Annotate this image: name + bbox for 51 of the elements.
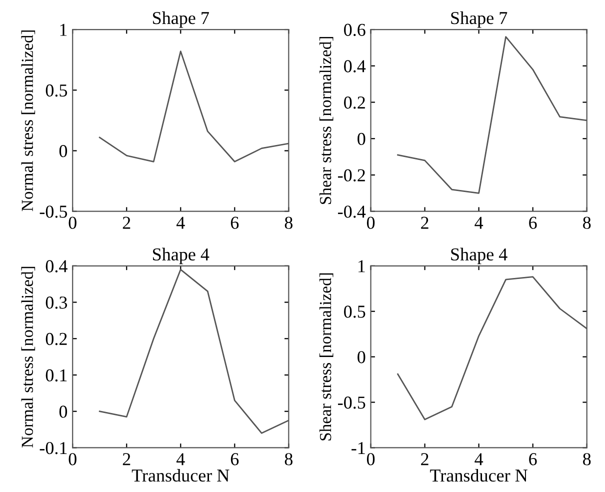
x-tick-label: 4 — [474, 453, 484, 466]
y-tick-label: 0.2 — [344, 96, 365, 109]
y-axis-title: Normal stress [normalized] — [21, 266, 36, 448]
y-tick-label: 0.5 — [344, 306, 366, 318]
chart-title: Shape 7 — [451, 11, 508, 28]
x-tick-label: 2 — [421, 453, 428, 466]
y-tick-label: 0.6 — [344, 24, 366, 36]
x-tick-label: 8 — [583, 453, 591, 466]
y-tick-label: -0.5 — [338, 396, 366, 409]
y-tick-label: 0.1 — [46, 369, 67, 382]
y-tick-label: 1 — [358, 260, 365, 272]
y-axis-title: Normal stress [normalized] — [21, 30, 36, 212]
x-tick-label: 4 — [176, 453, 185, 466]
y-tick-label: -1 — [352, 442, 365, 454]
x-tick-label: 0 — [68, 216, 76, 229]
x-tick-label: 0 — [366, 216, 375, 229]
x-tick-label: 0 — [68, 453, 76, 466]
y-axis-title: Shear stress [normalized] — [319, 273, 334, 440]
y-tick-label: 0.4 — [344, 60, 366, 72]
x-axis-title: Transducer N — [430, 468, 528, 482]
y-tick-label: 1 — [60, 24, 67, 36]
chart-title: Shape 4 — [451, 248, 508, 264]
x-tick-label: 8 — [284, 453, 292, 466]
x-tick-label: 2 — [122, 216, 130, 229]
x-tick-label: 6 — [230, 453, 239, 466]
x-axis-title: Transducer N — [132, 468, 230, 482]
y-tick-label: 0 — [59, 144, 68, 158]
y-tick-label: 0.2 — [46, 332, 67, 346]
x-tick-label: 6 — [529, 453, 537, 466]
y-tick-label: -0.2 — [338, 169, 365, 182]
y-tick-label: 0.3 — [46, 296, 68, 309]
x-tick-label: 2 — [122, 453, 130, 466]
y-tick-label: -0.4 — [338, 206, 366, 218]
x-tick-label: 8 — [583, 216, 591, 229]
x-tick-label: 4 — [176, 216, 185, 229]
x-tick-label: 2 — [421, 216, 428, 229]
y-tick-label: 0.4 — [46, 260, 68, 272]
y-tick-label: 0 — [358, 132, 366, 146]
y-tick-label: 0.5 — [46, 84, 68, 97]
x-tick-label: 6 — [529, 216, 537, 229]
y-tick-label: 0 — [59, 406, 68, 418]
x-tick-label: 6 — [230, 216, 239, 229]
x-tick-label: 8 — [284, 216, 292, 229]
chart-title: Shape 4 — [153, 248, 210, 264]
y-tick-label: -0.1 — [40, 442, 67, 454]
x-tick-label: 0 — [366, 453, 375, 466]
x-tick-label: 4 — [474, 216, 484, 229]
chart-title: Shape 7 — [153, 11, 209, 28]
y-axis-title: Shear stress [normalized] — [319, 36, 334, 204]
y-tick-label: -0.5 — [40, 206, 68, 218]
y-tick-label: 0 — [358, 351, 366, 364]
